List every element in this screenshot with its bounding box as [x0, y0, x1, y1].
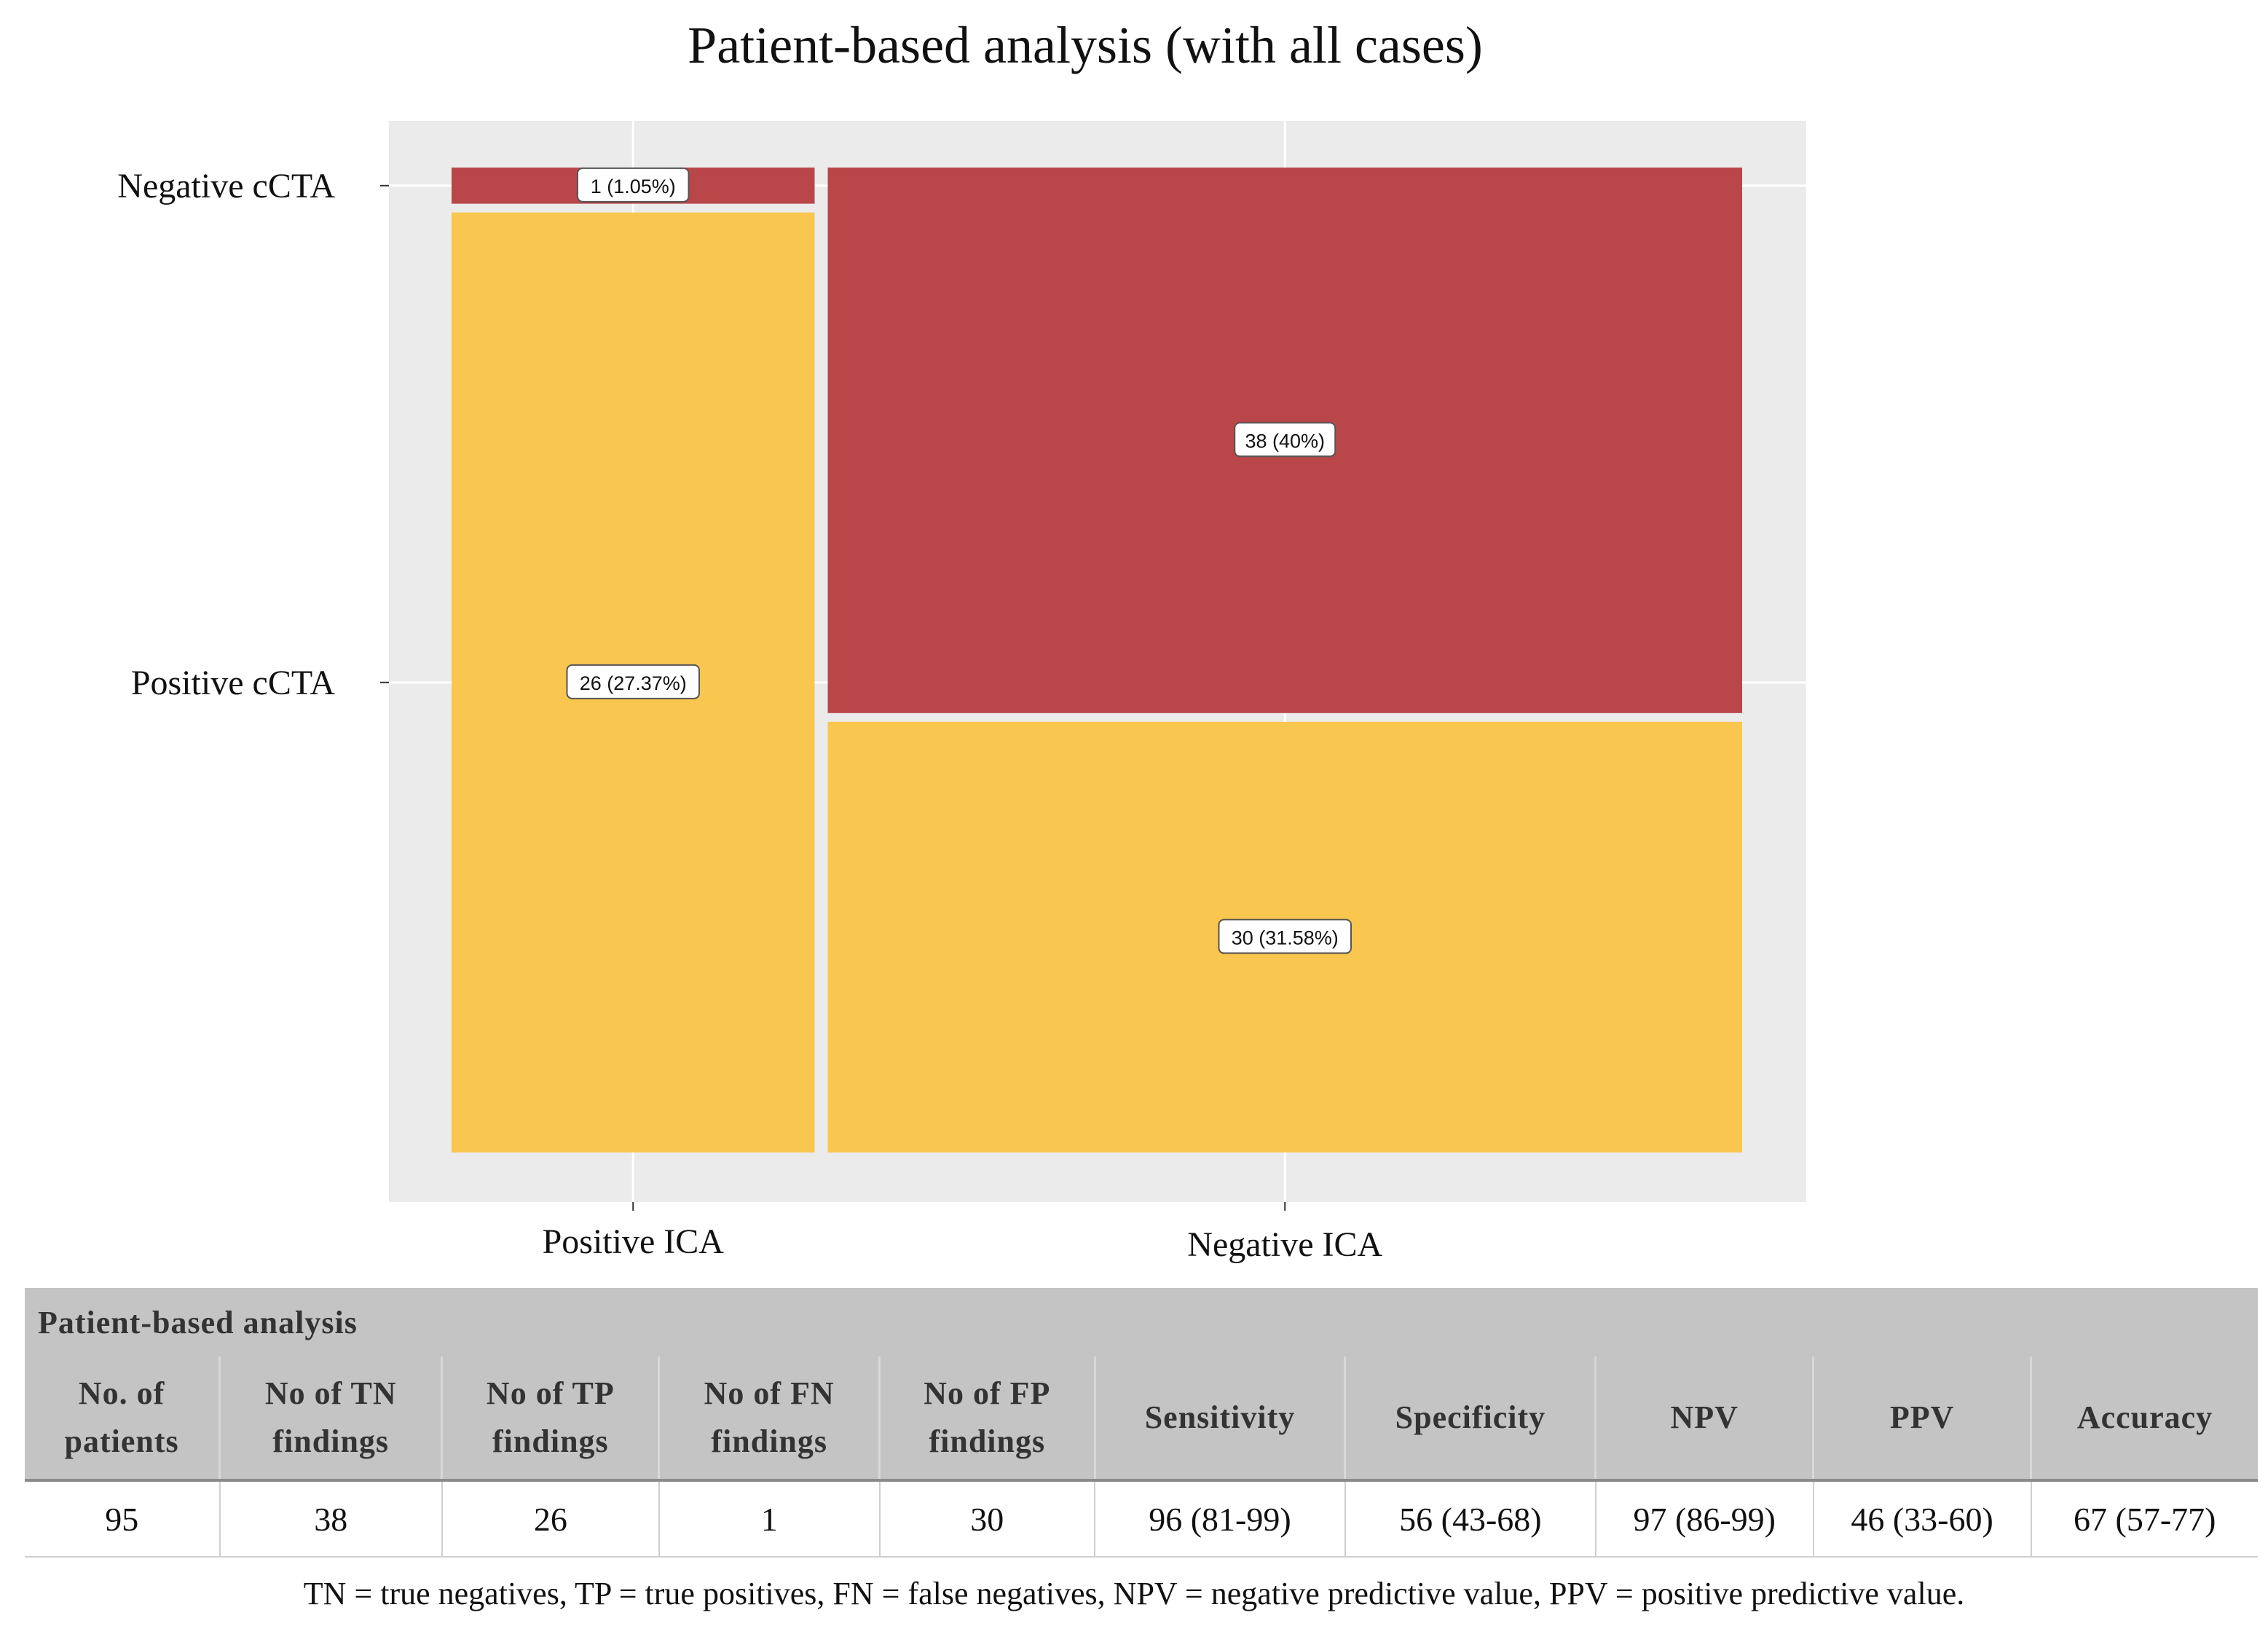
table-header-no-of-tp-findings: No of TP findings [441, 1356, 659, 1480]
svg-text:38 (40%): 38 (40%) [1245, 430, 1325, 452]
mosaic-chart: 1 (1.05%)26 (27.37%)38 (40%)30 (31.58%) … [117, 121, 1806, 1264]
table-cell-no-of-tn-findings: 38 [218, 1479, 442, 1558]
table-header-line: No of TN [264, 1375, 397, 1411]
table-header-no-of-tn-findings: No of TN findings [218, 1356, 442, 1480]
table-header-line: patients [64, 1423, 179, 1459]
table-cell-no-of-tp-findings: 26 [441, 1479, 659, 1558]
cell-label-negative-ica-negative-ccta: 38 (40%) [1234, 422, 1336, 457]
cell-label-negative-ica-positive-ccta: 30 (31.58%) [1218, 919, 1352, 954]
x-tick-label-positive-ica: Positive ICA [543, 1222, 725, 1261]
table-header-no-of-patients: No. of patients [25, 1356, 220, 1480]
table-cell-ppv: 46 (33-60) [1812, 1479, 2031, 1558]
table-header-line: No of TP [486, 1375, 615, 1411]
table-cell-no-of-fp-findings: 30 [878, 1479, 1095, 1558]
table-header-line: No. of [78, 1375, 165, 1411]
table-cell-no-of-fn-findings: 1 [658, 1479, 880, 1558]
table-header-line: findings [492, 1423, 609, 1459]
table-value-row: 95 38 26 1 30 96 (81-99) 56 (43-68) 97 (86-99) 4… [25, 1479, 2258, 1558]
table-header-no-of-fp-findings: No of FP findings [878, 1356, 1095, 1480]
mosaic-cells [452, 168, 1742, 1152]
cell-label-positive-ica-positive-ccta: 26 (27.37%) [566, 664, 701, 699]
stats-table: Patient-based analysis No. of patients No … [25, 1288, 2258, 1558]
table-header-no-of-fn-findings: No of FN findings [658, 1356, 880, 1480]
table-header-line: findings [929, 1423, 1046, 1459]
table-header-line: NPV [1670, 1399, 1739, 1435]
table-header-line: Specificity [1395, 1399, 1546, 1435]
table-header-line: Accuracy [2076, 1399, 2213, 1435]
table-caption: Patient-based analysis [25, 1288, 2258, 1356]
table-header-row: No. of patients No of TN findings No of TP fi… [25, 1356, 2258, 1480]
chart-title: Patient-based analysis (with all cases) [688, 16, 1483, 74]
table-header-line: findings [272, 1423, 390, 1459]
table-header-sensitivity: Sensitivity [1093, 1356, 1345, 1480]
table-cell-sensitivity: 96 (81-99) [1094, 1479, 1345, 1558]
table-footnote: TN = true negatives, TP = true positives… [303, 1576, 1965, 1611]
table-header-specificity: Specificity [1344, 1356, 1596, 1480]
svg-text:26 (27.37%): 26 (27.37%) [580, 672, 687, 694]
table-cell-specificity: 56 (43-68) [1344, 1479, 1596, 1558]
table-header-line: PPV [1889, 1399, 1955, 1435]
table-header-line: findings [711, 1423, 828, 1459]
table-header-ppv: PPV [1812, 1356, 2031, 1480]
table-header-line: Sensitivity [1144, 1399, 1296, 1435]
axes: Positive ICA Negative ICA Negative cCTA Pos… [117, 167, 1382, 1264]
table-header-line: No of FN [704, 1375, 835, 1411]
cell-label-positive-ica-negative-ccta: 1 (1.05%) [577, 167, 690, 203]
table-cell-npv: 97 (86-99) [1594, 1479, 1814, 1558]
y-tick-label-positive-ccta: Positive cCTA [131, 664, 335, 702]
cell-labels: 1 (1.05%) 26 (27.37%) 38 (40%) 30 (31.58%) [566, 167, 1352, 954]
table-header-accuracy: Accuracy [2030, 1356, 2258, 1480]
svg-text:1 (1.05%): 1 (1.05%) [591, 176, 676, 197]
table-header-npv: NPV [1594, 1356, 1814, 1480]
table-header-line: No of FP [924, 1375, 1051, 1411]
y-tick-label-negative-ccta: Negative cCTA [117, 167, 335, 205]
svg-text:30 (31.58%): 30 (31.58%) [1232, 927, 1339, 948]
table-cell-no-of-patients: 95 [25, 1479, 220, 1558]
x-tick-label-negative-ica: Negative ICA [1187, 1225, 1382, 1264]
table-cell-accuracy: 67 (57-77) [2030, 1479, 2258, 1558]
